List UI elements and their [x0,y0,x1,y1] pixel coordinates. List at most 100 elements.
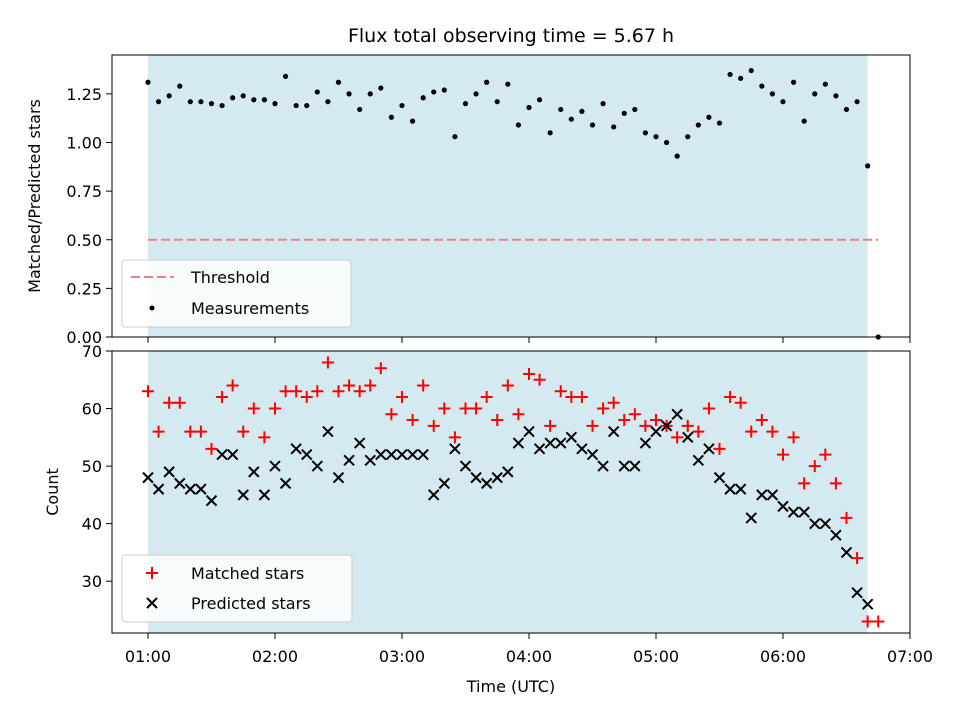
predicted-star-point [840,546,853,559]
predicted-star-point [163,466,175,478]
top-panel: 0.00 0.25 0.50 0.75 1.00 1.25 Matched/Predict… [25,54,911,347]
matched-star-point [141,385,154,398]
y-tick-label: 0.25 [66,279,102,298]
measurement-point [663,139,670,146]
predicted-star-point [248,466,260,478]
predicted-star-point [396,448,408,461]
measurement-point [812,91,818,97]
measurement-point [716,120,723,126]
measurements-series [145,67,881,340]
measurement-point [230,95,236,101]
measurements-legend-label: Measurements [191,299,309,318]
measurement-point [346,91,352,97]
y-tick-label: 50 [82,457,102,476]
predicted-star-point [565,431,578,444]
measurement-point [409,118,416,124]
matched-star-point [290,385,303,398]
measurement-point [388,114,395,120]
bottom-x-axis: 01:00 02:00 03:00 04:00 05:00 06:00 07:00 [125,633,933,666]
predicted-star-point [449,443,461,455]
top-y-axis-label: Matched/Predicted stars [25,99,44,293]
matched-star-point [819,448,832,461]
y-tick-label: 70 [82,342,102,361]
x-tick-label: 05:00 [633,647,679,666]
measurement-point [304,102,310,109]
top-y-axis: 0.00 0.25 0.50 0.75 1.00 1.25 [66,85,112,347]
matched-star-point [565,391,578,404]
measurement-point [145,79,151,85]
measurement-point [790,79,797,85]
measurement-point [441,87,447,93]
matched-star-point [861,615,874,628]
measurement-point [494,99,500,105]
predicted-star-point [322,425,334,438]
predicted-star-point [301,448,313,461]
predicted-star-point [480,477,493,490]
measurement-point [462,101,469,107]
predicted-legend-label: Predicted stars [191,594,311,613]
predicted-star-point [459,460,472,472]
measurement-point [515,122,522,128]
measurement-point [282,73,289,79]
bottom-y-axis: 30 40 50 60 70 [82,342,112,591]
measurement-point [505,81,511,87]
measurement-point [473,91,479,97]
predicted-star-point [205,494,218,507]
measurement-point [769,91,776,97]
y-tick-label: 1.25 [66,85,102,104]
measurement-point [706,114,712,120]
matched-star-point [364,379,377,392]
matched-star-point [395,391,408,404]
matched-star-point [671,431,684,444]
matched-star-point [268,402,281,415]
predicted-star-point [174,477,186,490]
measurement-point [431,89,437,95]
top-legend-box [121,259,352,328]
measurement-point [367,91,373,97]
matched-star-point [353,385,366,398]
predicted-star-point [290,443,302,455]
matched-star-point [745,425,758,438]
measurement-point [314,89,320,95]
measurement-point [261,97,268,103]
predicted-star-point [364,454,376,467]
predicted-star-point [438,477,451,490]
matched-star-point [491,414,504,427]
predicted-star-point [279,477,292,490]
predicted-star-point [142,471,154,484]
predicted-star-point [512,437,525,449]
predicted-star-point [756,489,768,501]
matched-star-point [755,414,768,427]
predicted-star-point [734,483,747,495]
matched-star-point [226,379,239,392]
top-x-axis [147,337,911,343]
matched-star-point [607,396,620,409]
measurement-point [589,122,596,128]
measurement-point [621,110,627,116]
matched-star-point [385,408,398,421]
matched-star-point [533,373,546,386]
y-tick-label: 0.00 [66,328,102,347]
matched-star-point [734,396,747,409]
predicted-star-point [332,471,345,484]
x-tick-label: 06:00 [760,647,806,666]
y-tick-label: 0.50 [66,231,102,250]
matched-star-point [724,391,737,404]
threshold-legend-label: Threshold [190,268,270,287]
measurement-point [240,93,246,99]
chart-title: Flux total observing time = 5.67 h [348,25,674,47]
measurement-point [484,79,490,85]
measurement-point [272,101,278,107]
predicted-star-point [851,587,863,599]
matched-star-point [829,477,842,490]
y-tick-label: 0.75 [66,182,102,201]
matched-star-point [808,460,821,473]
predicted-star-point [629,460,641,472]
matched-star-point [194,425,207,438]
matched-star-point [628,408,641,421]
measurement-point [558,106,564,113]
matched-star-point [544,419,557,432]
matched-legend-icon [146,567,158,579]
y-tick-label: 1.00 [66,134,102,153]
predicted-star-point [523,425,535,438]
